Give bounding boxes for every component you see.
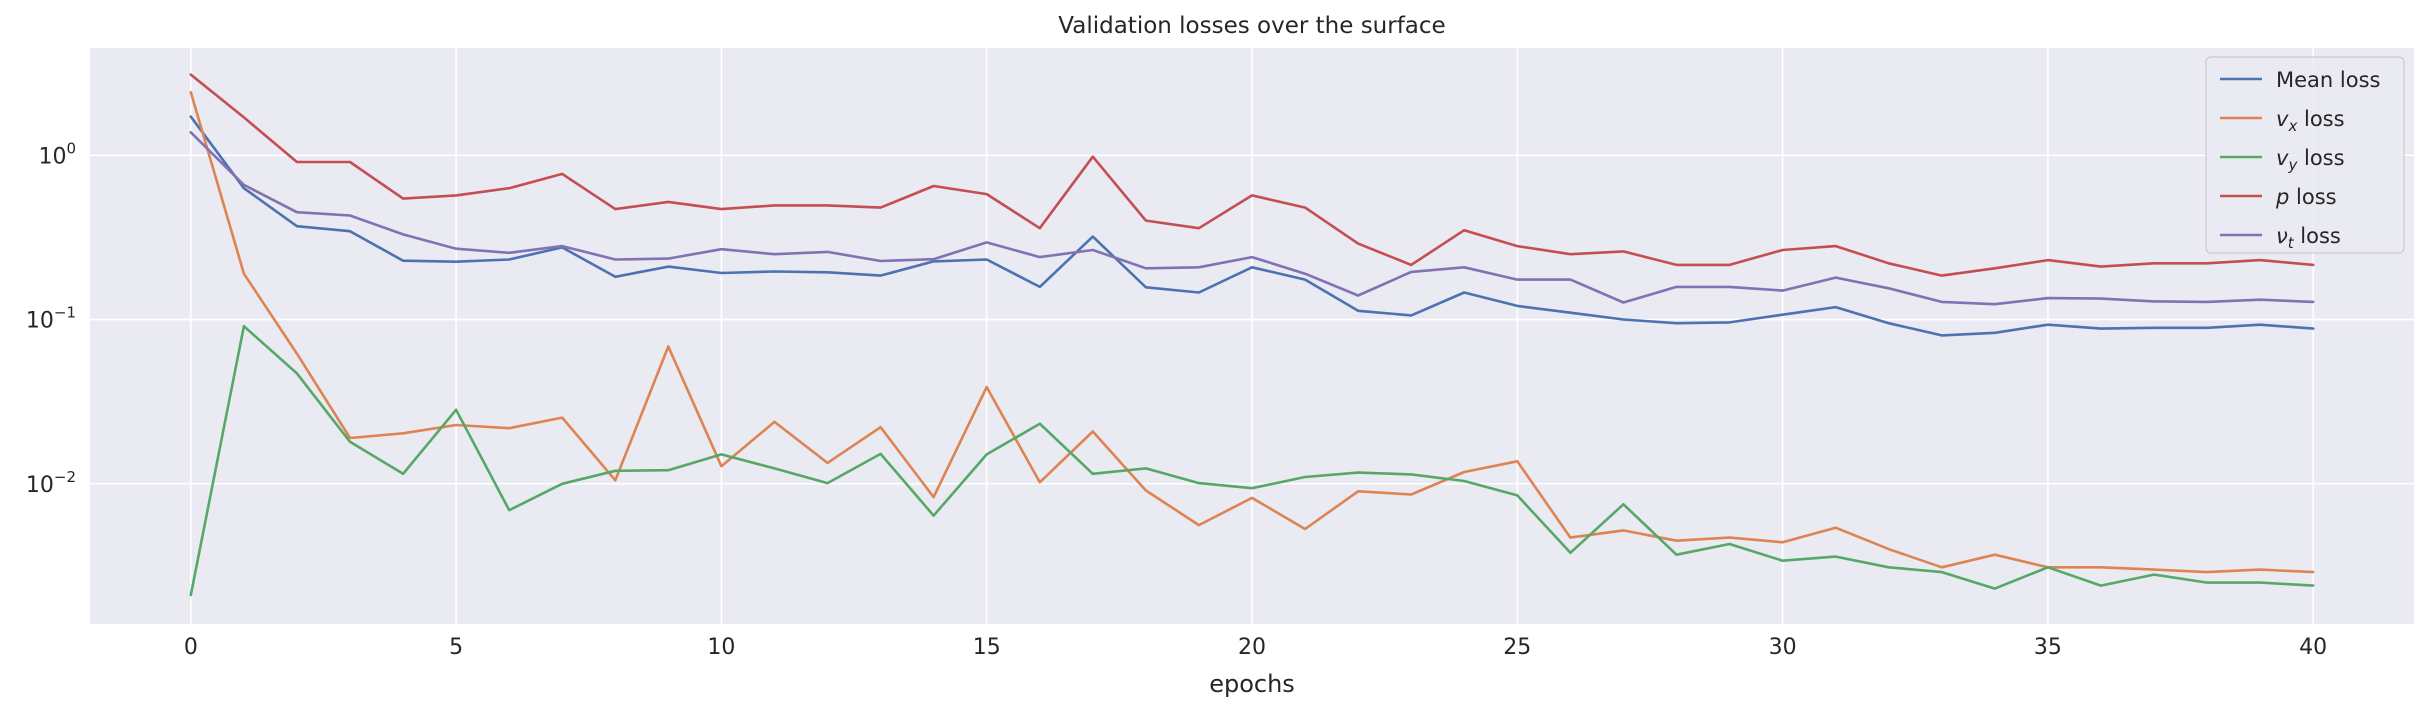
series-line-2	[189, 324, 2315, 597]
y-tick-base: 10	[38, 144, 66, 169]
series-line-0	[189, 115, 2315, 337]
legend-entry: Mean loss	[2276, 68, 2380, 92]
y-tick-label: 10−2	[26, 468, 76, 498]
legend-symbol: v	[2276, 146, 2289, 170]
x-tick-label: 40	[2299, 635, 2327, 660]
legend-symbol: v	[2276, 107, 2289, 131]
y-tick-base: 10	[26, 309, 54, 334]
legend-suffix: loss	[2297, 146, 2344, 170]
legend-symbol: p	[2275, 185, 2289, 209]
legend-suffix: loss	[2297, 107, 2344, 131]
legend-entry: νt loss	[2276, 224, 2341, 252]
y-tick-label: 100	[38, 139, 76, 169]
series-layer	[189, 73, 2315, 597]
x-tick-label: 20	[1238, 635, 1266, 660]
legend-subscript: x	[2287, 117, 2297, 135]
chart-title: Validation losses over the surface	[1058, 13, 1445, 39]
legend-symbol: ν	[2276, 224, 2288, 248]
y-tick-exponent: −2	[54, 468, 76, 486]
x-tick-label: 5	[449, 635, 463, 660]
series-line-4	[189, 131, 2315, 306]
legend-entry: p loss	[2275, 185, 2337, 209]
legend-suffix: Mean loss	[2276, 68, 2380, 92]
x-tick-label: 35	[2034, 635, 2062, 660]
x-axis-label: epochs	[1209, 670, 1295, 698]
legend-subscript: y	[2287, 156, 2298, 174]
series-line-3	[189, 73, 2315, 277]
legend-suffix: loss	[2289, 185, 2336, 209]
legend-subscript: t	[2288, 234, 2295, 252]
legend-box	[2205, 56, 2405, 254]
x-tick-label: 10	[707, 635, 735, 660]
series-line-1	[189, 90, 2315, 574]
x-tick-label: 30	[1769, 635, 1797, 660]
legend-suffix: loss	[2294, 224, 2341, 248]
legend-entry: vx loss	[2276, 107, 2345, 135]
y-tick-label: 10−1	[26, 304, 76, 334]
y-tick-base: 10	[26, 473, 54, 498]
x-tick-label: 25	[1503, 635, 1531, 660]
y-tick-exponent: 0	[66, 139, 76, 157]
legend-entry: vy loss	[2276, 146, 2345, 174]
y-gridlines	[90, 154, 2414, 485]
x-tick-labels: 0 5 10 15 20 25 30 35 40	[184, 635, 2327, 660]
y-tick-exponent: −1	[54, 304, 76, 322]
x-tick-label: 0	[184, 635, 198, 660]
x-tick-label: 15	[973, 635, 1001, 660]
